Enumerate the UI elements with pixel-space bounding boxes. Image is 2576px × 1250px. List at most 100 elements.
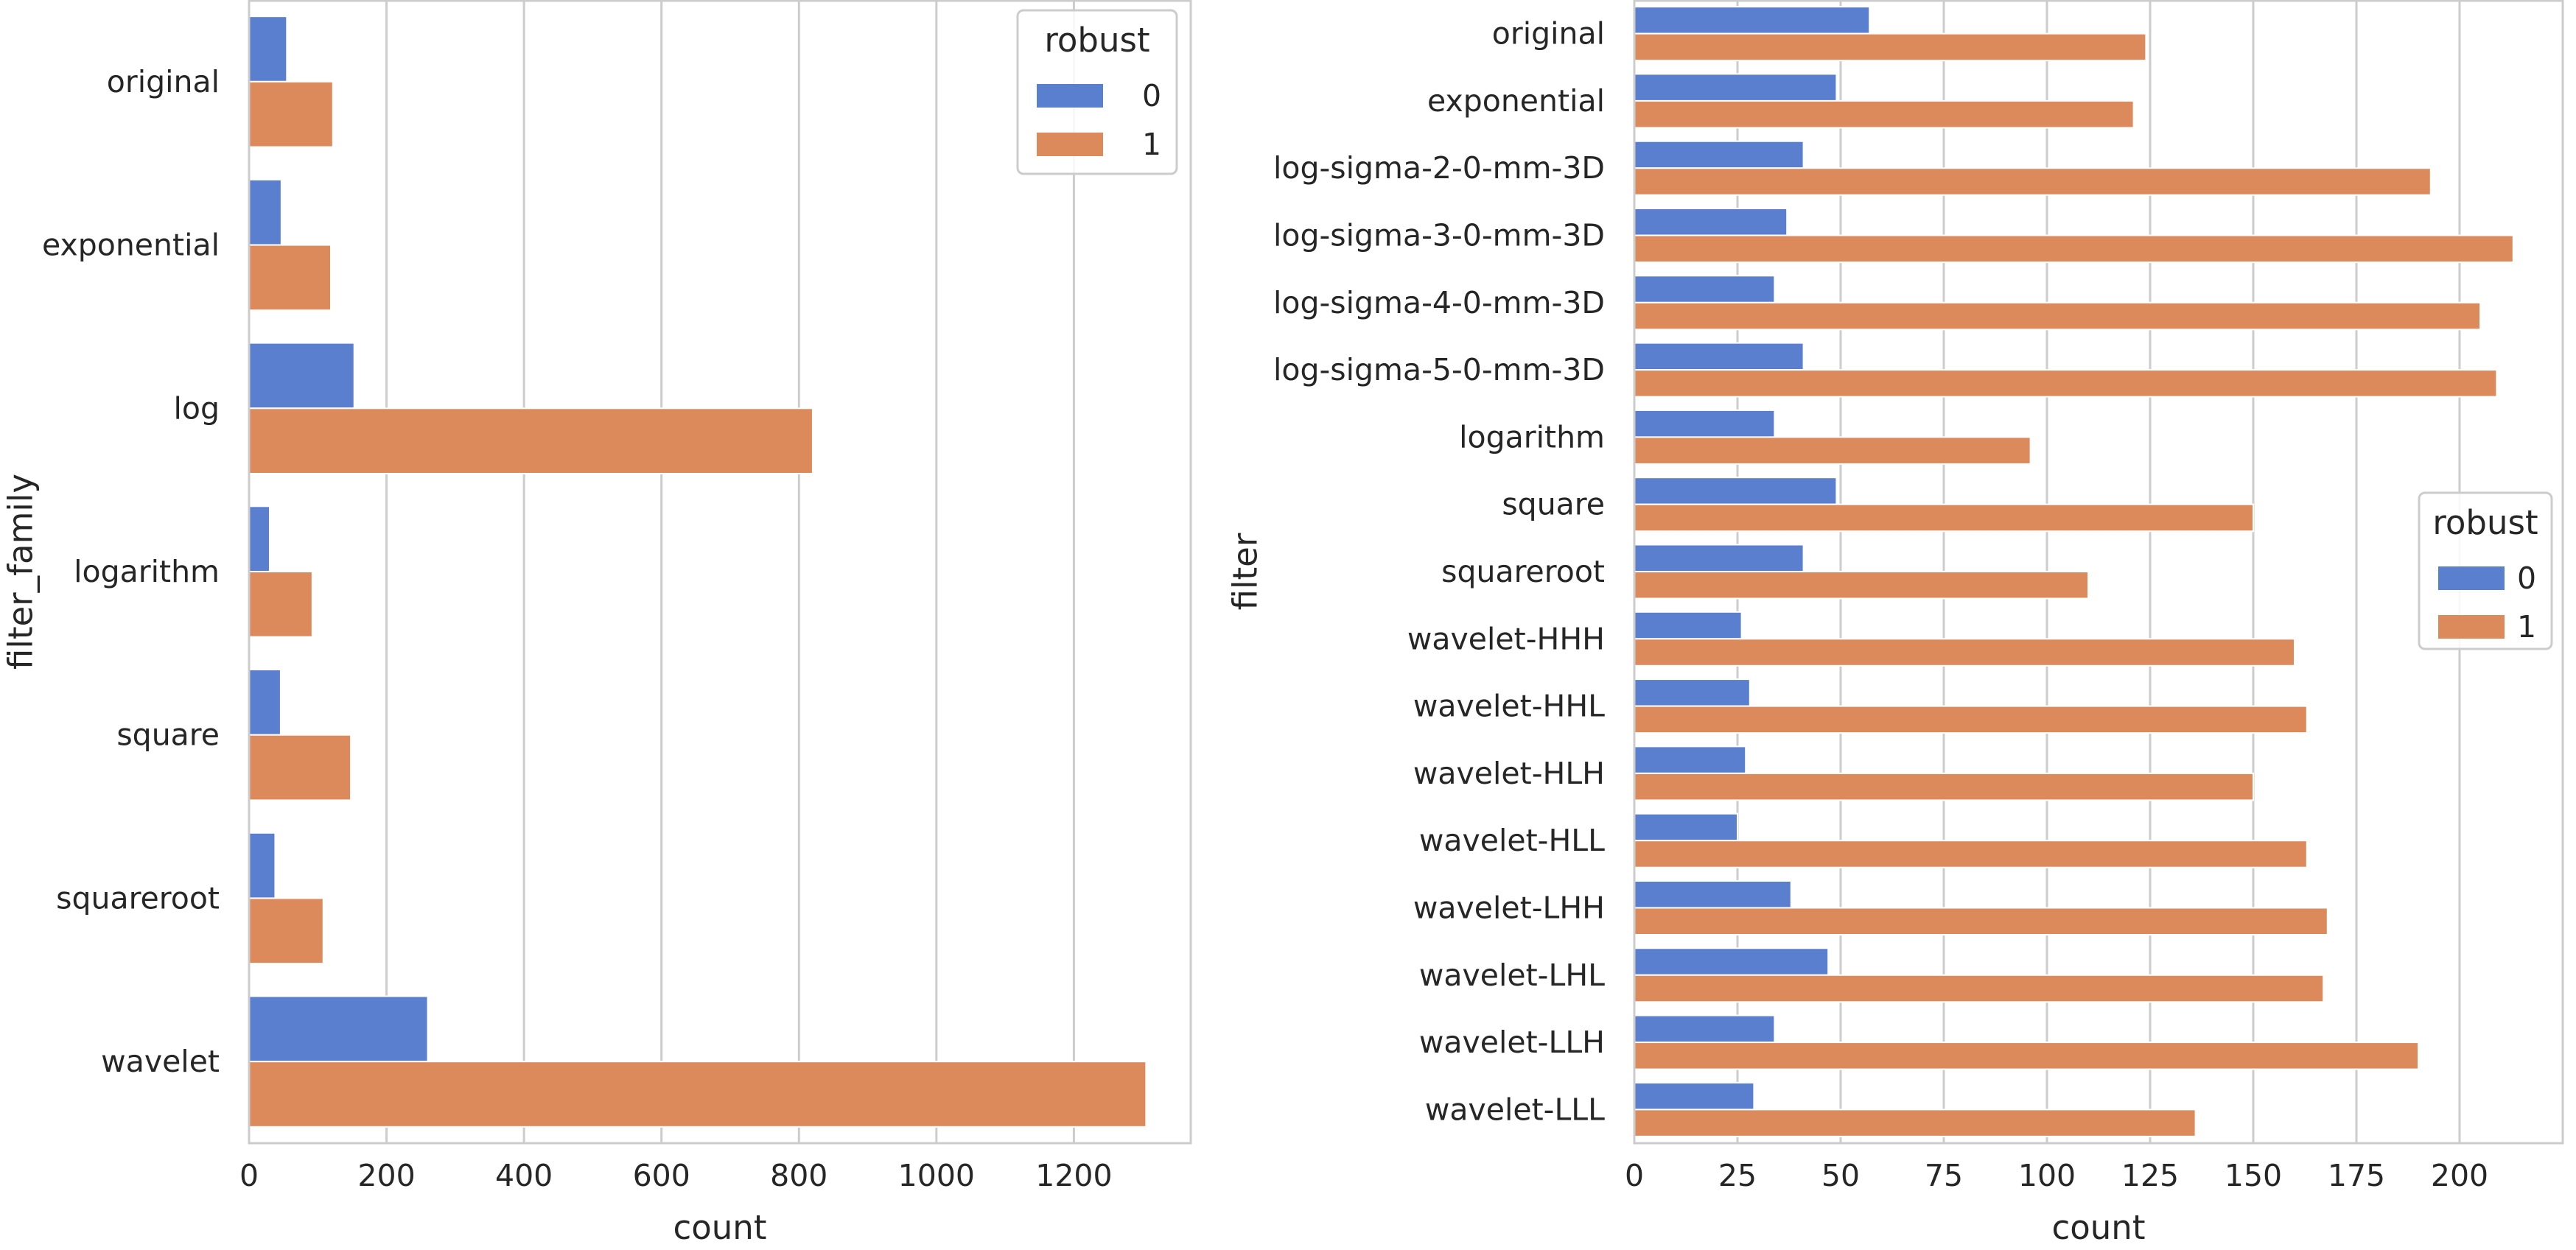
bar-wavelet-LLL-robust-0 xyxy=(1634,1081,1755,1111)
x-tick-label: 200 xyxy=(357,1158,415,1193)
legend-swatch-0 xyxy=(1037,84,1103,108)
axes-frame xyxy=(1633,0,2564,1145)
bar-log-sigma-3-0-mm-3D-robust-1 xyxy=(1634,234,2514,264)
x-tick-label: 125 xyxy=(2121,1158,2179,1193)
right-chart-panel: original exponential log-sigma-2-0-mm-3D lo… xyxy=(1226,0,2564,1247)
bar-wavelet-LLL-robust-1 xyxy=(1634,1109,2197,1137)
y-tick-label: square xyxy=(1502,487,1605,522)
bar-log-sigma-2-0-mm-3D-robust-0 xyxy=(1634,140,1805,169)
bar-logarithm-robust-1 xyxy=(248,571,313,638)
bar-wavelet-HLL-robust-0 xyxy=(1634,812,1738,842)
x-tick-label: 150 xyxy=(2225,1158,2282,1193)
axes-frame xyxy=(248,0,1192,1145)
y-tick-label: logarithm xyxy=(74,554,220,589)
legend-swatch-1 xyxy=(1037,133,1103,156)
x-axis-label: count xyxy=(2052,1208,2146,1247)
y-tick-label: log-sigma-2-0-mm-3D xyxy=(1273,150,1605,186)
bar-log-sigma-2-0-mm-3D-robust-1 xyxy=(1634,167,2432,196)
bar-squareroot-robust-1 xyxy=(248,897,324,965)
legend-label-0: 0 xyxy=(2517,561,2536,596)
y-tick-label: wavelet-HHH xyxy=(1407,621,1605,656)
bar-wavelet-LHL-robust-1 xyxy=(1634,974,2325,1003)
x-tick-label: 1200 xyxy=(1035,1158,1112,1193)
left-chart-panel: original exponential log logarithm square squ… xyxy=(1,0,1192,1247)
bar-wavelet-robust-0 xyxy=(248,995,429,1063)
bar-wavelet-LLH-robust-1 xyxy=(1634,1042,2419,1070)
bar-wavelet-robust-1 xyxy=(248,1061,1147,1128)
bar-wavelet-HHL-robust-0 xyxy=(1634,678,1751,707)
x-tick-label: 400 xyxy=(495,1158,553,1193)
x-tick-label: 800 xyxy=(770,1158,827,1193)
bar-square-robust-0 xyxy=(1634,477,1838,505)
x-tick-label: 25 xyxy=(1718,1158,1757,1193)
x-tick-label: 175 xyxy=(2328,1158,2385,1193)
bar-logarithm-robust-0 xyxy=(248,505,270,572)
bar-original-robust-1 xyxy=(1634,32,2147,62)
x-tick-label: 50 xyxy=(1821,1158,1860,1193)
y-axis-label: filter xyxy=(1226,533,1265,610)
legend-title: robust xyxy=(2432,503,2538,542)
y-tick-label: log-sigma-4-0-mm-3D xyxy=(1273,285,1605,320)
y-tick-label: wavelet-HLL xyxy=(1419,823,1605,858)
y-tick-label: exponential xyxy=(42,228,220,263)
bar-wavelet-HHH-robust-0 xyxy=(1634,611,1743,640)
y-tick-label: wavelet-LLH xyxy=(1419,1025,1605,1060)
y-tick-label: wavelet-LHL xyxy=(1419,958,1605,993)
x-tick-label: 200 xyxy=(2431,1158,2488,1193)
y-tick-label: squareroot xyxy=(1441,554,1605,589)
bar-logarithm-robust-0 xyxy=(1634,409,1776,438)
x-tick-label: 75 xyxy=(1925,1158,1963,1193)
bar-wavelet-LHH-robust-1 xyxy=(1634,907,2328,935)
y-tick-label: wavelet xyxy=(101,1044,220,1079)
legend-swatch-0 xyxy=(2438,566,2505,590)
bar-squareroot-robust-0 xyxy=(248,832,276,899)
bar-log-sigma-4-0-mm-3D-robust-0 xyxy=(1634,275,1776,303)
x-tick-label: 600 xyxy=(633,1158,690,1193)
bar-exponential-robust-1 xyxy=(248,244,332,312)
y-tick-label: wavelet-LHH xyxy=(1413,890,1605,925)
y-tick-label: original xyxy=(107,64,220,99)
bar-log-robust-0 xyxy=(248,342,355,410)
legend: robust 0 1 xyxy=(2418,491,2553,650)
legend-title: robust xyxy=(1044,21,1149,60)
x-tick-label: 100 xyxy=(2018,1158,2076,1193)
bar-exponential-robust-0 xyxy=(248,178,282,246)
y-tick-label: log-sigma-5-0-mm-3D xyxy=(1273,352,1605,387)
x-tick-label: 0 xyxy=(239,1158,259,1193)
legend-label-1: 1 xyxy=(1142,127,1161,162)
y-tick-label: wavelet-HLH xyxy=(1413,756,1605,791)
bar-wavelet-LHH-robust-0 xyxy=(1634,879,1792,909)
bar-square-robust-1 xyxy=(248,734,352,801)
y-tick-label: log-sigma-3-0-mm-3D xyxy=(1273,218,1605,253)
y-tick-label: logarithm xyxy=(1459,419,1605,454)
bar-squareroot-robust-1 xyxy=(1634,571,2089,600)
x-axis-label: count xyxy=(673,1208,767,1247)
y-tick-label: exponential xyxy=(1427,83,1605,119)
bar-wavelet-HLH-robust-0 xyxy=(1634,745,1747,774)
bar-log-sigma-5-0-mm-3D-robust-1 xyxy=(1634,369,2498,398)
bar-original-robust-0 xyxy=(248,15,288,82)
y-tick-label: wavelet-HHL xyxy=(1413,689,1605,724)
y-tick-label: square xyxy=(116,717,220,753)
y-axis-label: filter_family xyxy=(1,474,41,670)
bar-wavelet-HHL-robust-1 xyxy=(1634,705,2308,734)
bar-log-robust-1 xyxy=(248,407,813,474)
bar-square-robust-1 xyxy=(1634,503,2254,533)
y-tick-label: log xyxy=(173,390,220,426)
bar-log-sigma-3-0-mm-3D-robust-0 xyxy=(1634,208,1788,236)
bar-wavelet-HLL-robust-1 xyxy=(1634,840,2308,868)
legend: robust 0 1 xyxy=(1016,9,1178,175)
x-tick-label: 1000 xyxy=(898,1158,975,1193)
bar-wavelet-HHH-robust-1 xyxy=(1634,638,2295,667)
x-tick-label: 0 xyxy=(1625,1158,1644,1193)
y-tick-label: original xyxy=(1492,16,1605,52)
bar-original-robust-0 xyxy=(1634,6,1871,35)
bar-squareroot-robust-0 xyxy=(1634,544,1805,573)
bar-wavelet-HLH-robust-1 xyxy=(1634,772,2254,801)
bar-wavelet-LLH-robust-0 xyxy=(1634,1014,1776,1044)
bar-square-robust-0 xyxy=(248,669,281,736)
bar-exponential-robust-1 xyxy=(1634,99,2135,129)
legend-label-1: 1 xyxy=(2517,609,2536,645)
bar-original-robust-1 xyxy=(248,80,334,148)
